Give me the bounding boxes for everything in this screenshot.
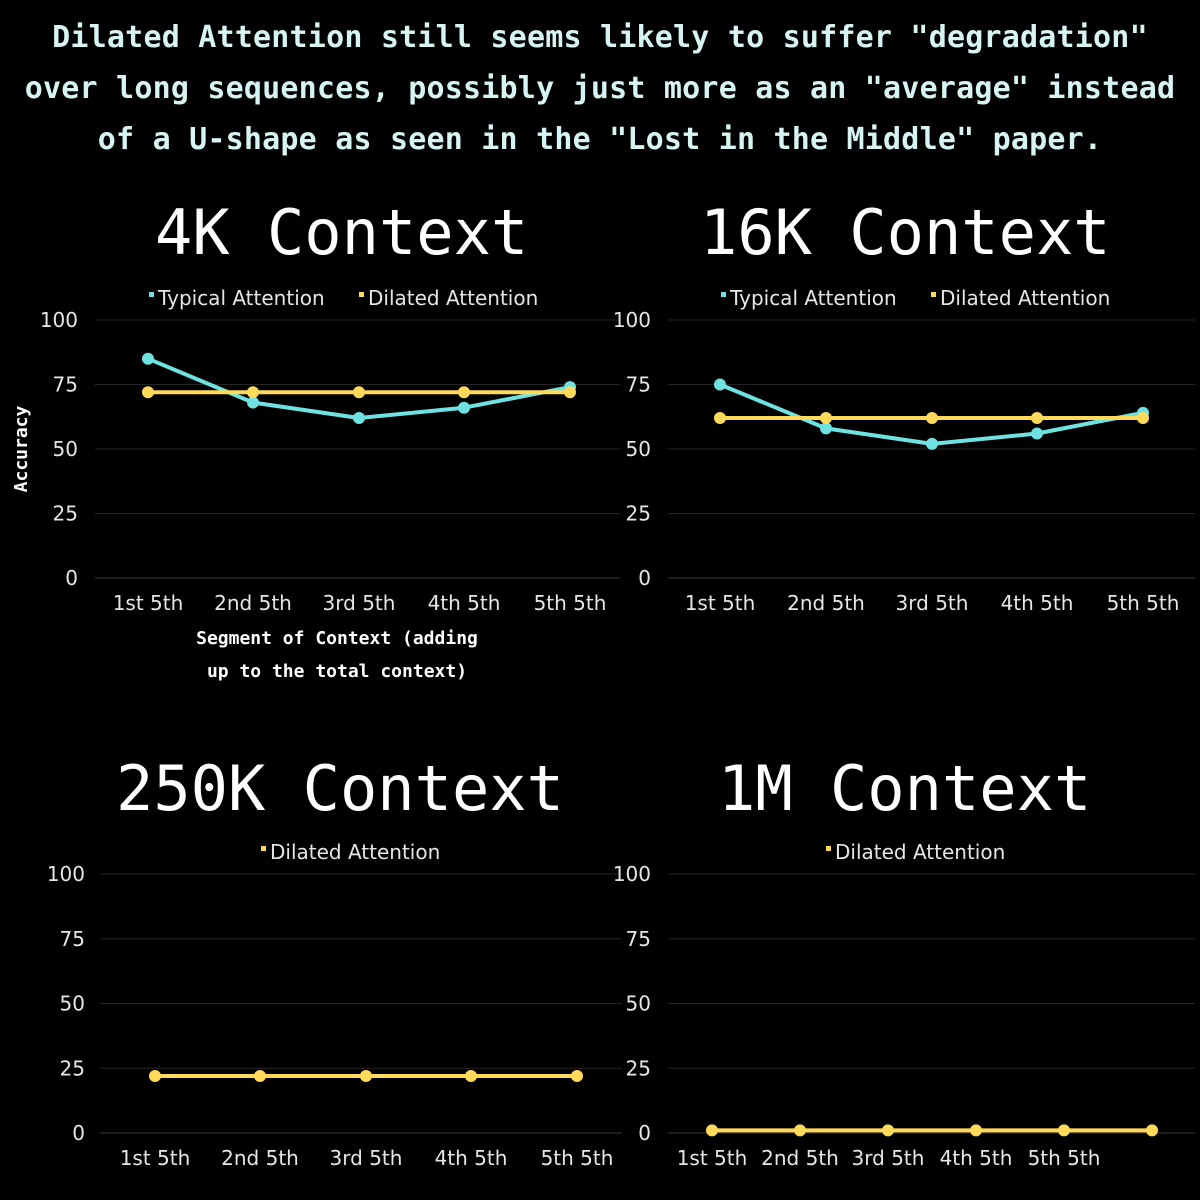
legend-label: Dilated Attention (270, 840, 440, 864)
y-tick-label: 50 (626, 437, 651, 461)
x-tick-label: 4th 5th (435, 1146, 508, 1170)
chart-panel-1: 0 25 50 75 100 1st 5th 2nd 5th 3rd 5th 4th 5th 5t… (613, 286, 1195, 615)
headline-line: Dilated Attention still seems likely to … (52, 20, 1148, 55)
y-tick-label: 100 (47, 862, 85, 886)
x-tick-label: 3rd 5th (323, 591, 396, 615)
x-tick-label: 2nd 5th (221, 1146, 299, 1170)
data-point (142, 352, 154, 365)
data-point (458, 386, 470, 399)
legend-label: Dilated Attention (368, 286, 538, 310)
y-tick-label: 75 (626, 373, 651, 397)
data-point (1058, 1124, 1070, 1137)
data-point (926, 412, 938, 425)
legend-swatch-icon (149, 292, 154, 297)
data-point (714, 412, 726, 425)
chart-panel-3: 0 25 50 75 100 1st 5th 2nd 5th 3rd 5th 4th 5th 5t… (613, 840, 1195, 1170)
x-tick-label: 5th 5th (1028, 1146, 1101, 1170)
legend-swatch-icon (359, 292, 364, 297)
data-point (1031, 412, 1043, 425)
headline-line: of a U-shape as seen in the "Lost in the… (97, 122, 1103, 157)
y-tick-label: 75 (53, 373, 78, 397)
x-axis-title: Segment of Context (adding (196, 628, 478, 649)
x-tick-label: 4th 5th (1001, 591, 1074, 615)
data-point (571, 1070, 583, 1083)
data-point (465, 1070, 477, 1083)
y-tick-label: 75 (60, 927, 85, 951)
chart-title-250k: 250K Context (116, 752, 564, 825)
x-tick-label: 2nd 5th (214, 591, 292, 615)
headline: Dilated Attention still seems likely to … (0, 12, 1200, 165)
y-tick-label: 100 (613, 308, 651, 332)
data-point (353, 386, 365, 399)
legend-swatch-icon (826, 846, 831, 851)
data-point (564, 386, 576, 399)
data-point (706, 1124, 718, 1137)
data-point (353, 412, 365, 425)
chart-title-1m: 1M Context (718, 752, 1092, 825)
data-point (820, 412, 832, 425)
y-axis-title: Accuracy (11, 405, 32, 492)
y-tick-label: 0 (638, 1121, 651, 1145)
data-point (360, 1070, 372, 1083)
x-tick-label: 1st 5th (677, 1146, 748, 1170)
chart-title-16k: 16K Context (700, 196, 1111, 269)
x-tick-label: 2nd 5th (787, 591, 865, 615)
headline-line: over long sequences, possibly just more … (24, 71, 1176, 106)
x-tick-label: 1st 5th (685, 591, 756, 615)
x-tick-label: 5th 5th (534, 591, 607, 615)
y-tick-label: 50 (626, 992, 651, 1016)
y-tick-label: 100 (613, 862, 651, 886)
y-tick-label: 25 (626, 502, 651, 526)
data-point (926, 437, 938, 450)
data-point (458, 401, 470, 414)
legend-swatch-icon (721, 292, 726, 297)
y-tick-label: 75 (626, 927, 651, 951)
legend-label: Typical Attention (157, 286, 325, 310)
y-tick-label: 25 (53, 502, 78, 526)
chart-panel-0: 0 25 50 75 100 1st 5th 2nd 5th 3rd 5th 4th 5th 5t… (11, 286, 620, 682)
x-axis-title: up to the total context) (207, 661, 467, 682)
data-point (149, 1070, 161, 1083)
data-point (820, 422, 832, 435)
y-tick-label: 100 (40, 308, 78, 332)
y-tick-label: 0 (72, 1121, 85, 1145)
legend-swatch-icon (931, 292, 936, 297)
y-tick-label: 0 (638, 566, 651, 590)
y-tick-label: 50 (60, 992, 85, 1016)
data-point (1146, 1124, 1158, 1137)
data-point (247, 386, 259, 399)
y-tick-label: 25 (60, 1056, 85, 1080)
x-tick-label: 3rd 5th (896, 591, 969, 615)
x-tick-label: 1st 5th (113, 591, 184, 615)
data-point (254, 1070, 266, 1083)
data-point (142, 386, 154, 399)
y-tick-label: 50 (53, 437, 78, 461)
x-tick-label: 4th 5th (428, 591, 501, 615)
x-tick-label: 1st 5th (120, 1146, 191, 1170)
data-point (970, 1124, 982, 1137)
legend-label: Dilated Attention (835, 840, 1005, 864)
data-point (714, 378, 726, 391)
data-point (882, 1124, 894, 1137)
x-tick-label: 3rd 5th (852, 1146, 925, 1170)
x-tick-label: 5th 5th (1107, 591, 1180, 615)
legend-label: Typical Attention (729, 286, 897, 310)
y-tick-label: 25 (626, 1056, 651, 1080)
data-point (1137, 412, 1149, 425)
chart-panel-2: 0 25 50 75 100 1st 5th 2nd 5th 3rd 5th 4th 5th 5t… (47, 840, 622, 1170)
x-tick-label: 3rd 5th (330, 1146, 403, 1170)
chart-title-4k: 4K Context (155, 196, 529, 269)
x-tick-label: 5th 5th (541, 1146, 614, 1170)
x-tick-label: 4th 5th (940, 1146, 1013, 1170)
y-tick-label: 0 (65, 566, 78, 590)
data-point (1031, 427, 1043, 440)
legend-label: Dilated Attention (940, 286, 1110, 310)
data-point (247, 396, 259, 409)
x-tick-label: 2nd 5th (761, 1146, 839, 1170)
legend-swatch-icon (261, 846, 266, 851)
data-point (794, 1124, 806, 1137)
